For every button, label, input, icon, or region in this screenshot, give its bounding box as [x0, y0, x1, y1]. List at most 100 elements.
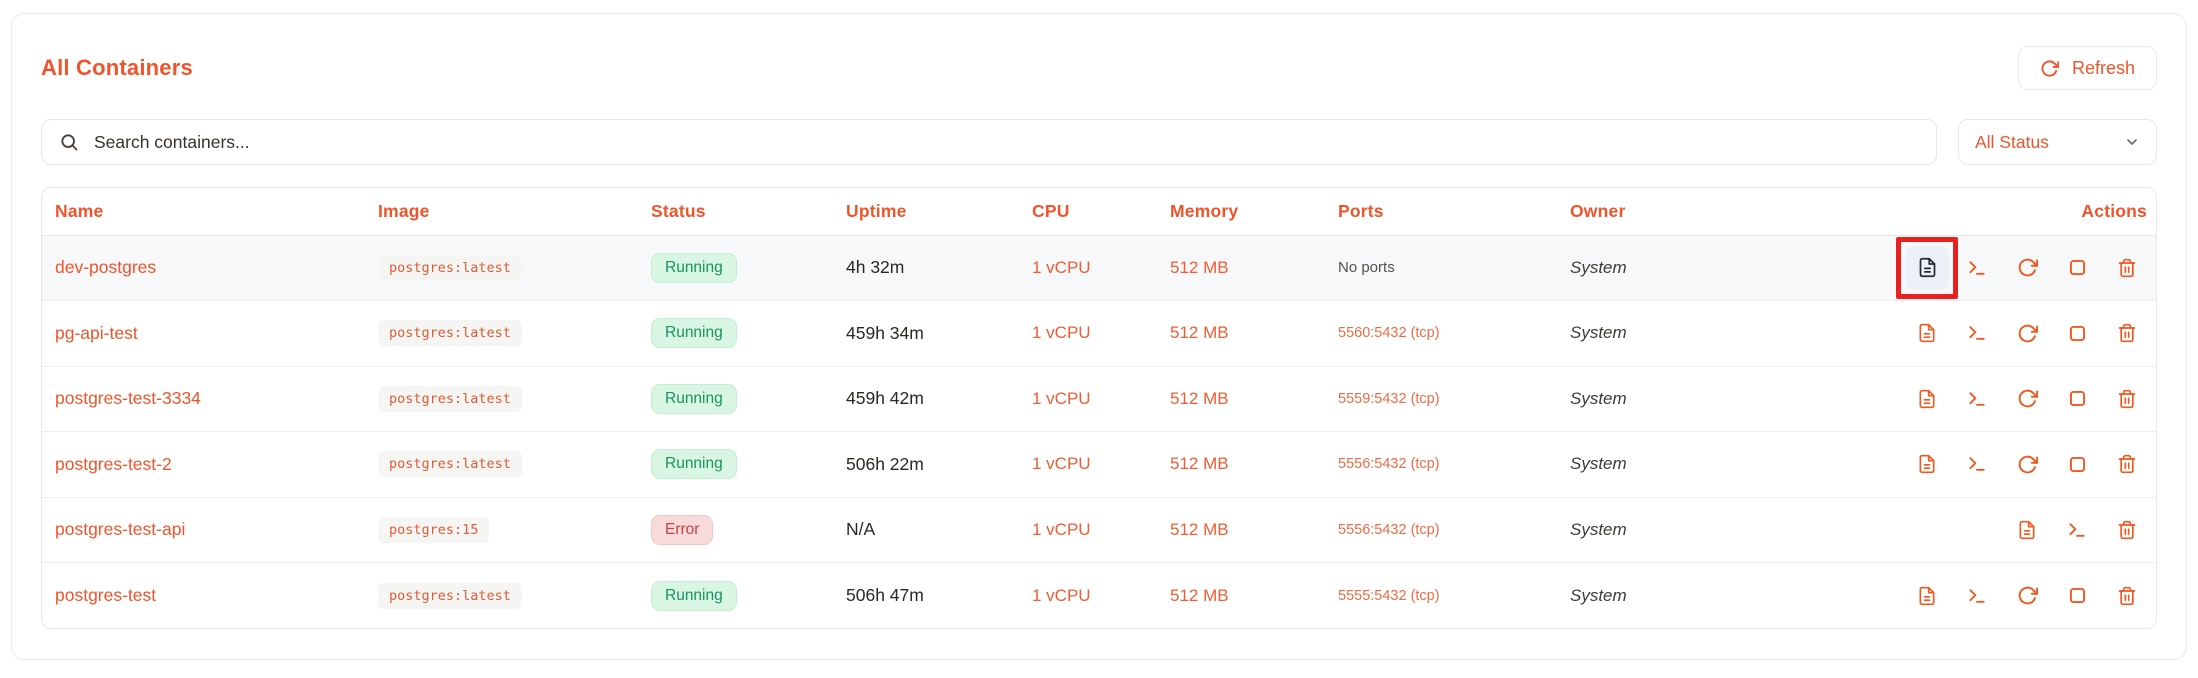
- stop-button[interactable]: [2067, 388, 2088, 409]
- stop-button[interactable]: [2067, 585, 2088, 606]
- uptime-value: 459h 42m: [846, 388, 924, 409]
- terminal-button[interactable]: [1967, 454, 1987, 474]
- delete-button[interactable]: [2117, 323, 2137, 343]
- uptime-value: N/A: [846, 519, 876, 540]
- restart-icon: [2018, 258, 2038, 277]
- restart-button[interactable]: [2017, 323, 2038, 344]
- stop-icon: [2069, 260, 2085, 276]
- container-name-link[interactable]: pg-api-test: [55, 322, 138, 343]
- delete-button[interactable]: [2117, 520, 2137, 540]
- cpu-value: 1 vCPU: [1032, 454, 1091, 474]
- refresh-button[interactable]: Refresh: [2017, 46, 2157, 90]
- stop-button[interactable]: [2067, 257, 2088, 278]
- search-input[interactable]: [92, 130, 1919, 154]
- card-header: All Containers Refresh: [41, 46, 2157, 90]
- stop-button[interactable]: [2067, 323, 2088, 344]
- logs-button[interactable]: [2017, 520, 2037, 540]
- restart-button[interactable]: [2017, 454, 2038, 475]
- table-row: pg-api-test postgres:latest Running 459h…: [42, 300, 2156, 366]
- memory-value: 512 MB: [1170, 323, 1229, 343]
- terminal-button[interactable]: [1967, 389, 1987, 409]
- restart-icon: [2018, 389, 2038, 408]
- table-row: postgres-test postgres:latest Running 50…: [42, 562, 2156, 628]
- terminal-button[interactable]: [1967, 258, 1987, 278]
- restart-button[interactable]: [2017, 257, 2038, 278]
- stop-icon: [2069, 587, 2085, 604]
- table-row: postgres-test-2 postgres:latest Running …: [42, 431, 2156, 497]
- col-header-status: Status: [635, 188, 830, 236]
- logs-button[interactable]: [1917, 389, 1937, 409]
- terminal-icon: [2069, 523, 2085, 537]
- delete-icon: [2118, 324, 2136, 343]
- memory-value: 512 MB: [1170, 257, 1229, 277]
- owner-value: System: [1570, 323, 1627, 343]
- container-name-link[interactable]: postgres-test-api: [55, 519, 186, 540]
- terminal-button[interactable]: [1967, 323, 1987, 343]
- terminal-button[interactable]: [2067, 520, 2087, 540]
- cpu-value: 1 vCPU: [1032, 257, 1091, 277]
- cpu-value: 1 vCPU: [1032, 388, 1091, 408]
- restart-icon: [2018, 455, 2038, 474]
- container-name-link[interactable]: dev-postgres: [55, 257, 157, 278]
- page-title: All Containers: [41, 55, 193, 80]
- cpu-value: 1 vCPU: [1032, 323, 1091, 343]
- memory-value: 512 MB: [1170, 519, 1229, 539]
- logs-icon: [1919, 324, 1935, 343]
- delete-button[interactable]: [2117, 258, 2137, 278]
- memory-value: 512 MB: [1170, 454, 1229, 474]
- status-badge: Running: [651, 318, 737, 349]
- col-header-uptime: Uptime: [830, 188, 1016, 236]
- logs-button[interactable]: [1917, 586, 1937, 606]
- image-badge: postgres:15: [378, 516, 490, 543]
- col-header-owner: Owner: [1554, 188, 1884, 236]
- restart-icon: [2018, 586, 2038, 605]
- owner-value: System: [1570, 388, 1627, 408]
- restart-icon: [2018, 324, 2038, 343]
- terminal-icon: [1969, 326, 1985, 340]
- delete-icon: [2118, 455, 2136, 474]
- image-badge: postgres:latest: [378, 254, 522, 281]
- chevron-down-icon: [2124, 134, 2140, 150]
- row-actions: [1900, 301, 2152, 365]
- containers-table: Name Image Status Uptime CPU Memory Port…: [41, 187, 2157, 629]
- delete-button[interactable]: [2117, 389, 2137, 409]
- status-badge: Error: [651, 514, 714, 545]
- container-name-link[interactable]: postgres-test-3334: [55, 388, 201, 409]
- status-badge: Running: [651, 449, 737, 480]
- logs-icon: [1919, 455, 1935, 474]
- restart-button[interactable]: [2017, 388, 2038, 409]
- stop-button[interactable]: [2067, 454, 2088, 475]
- uptime-value: 506h 22m: [846, 453, 924, 474]
- ports-value: 5560:5432 (tcp): [1338, 325, 1440, 342]
- row-actions: [1900, 432, 2152, 496]
- delete-button[interactable]: [2117, 586, 2137, 606]
- table-header-row: Name Image Status Uptime CPU Memory Port…: [42, 188, 2156, 236]
- uptime-value: 459h 34m: [846, 322, 924, 343]
- ports-value: 5556:5432 (tcp): [1338, 521, 1440, 538]
- stop-icon: [2069, 325, 2085, 341]
- refresh-icon: [2040, 59, 2059, 78]
- ports-value: 5555:5432 (tcp): [1338, 587, 1440, 604]
- ports-value: 5559:5432 (tcp): [1338, 390, 1440, 407]
- delete-button[interactable]: [2117, 454, 2137, 474]
- terminal-icon: [1969, 588, 1985, 603]
- logs-button[interactable]: [1917, 323, 1937, 343]
- terminal-icon: [1969, 392, 1985, 406]
- status-filter-select[interactable]: All Status: [1958, 119, 2157, 165]
- logs-button[interactable]: [1917, 454, 1937, 474]
- ports-value: No ports: [1338, 258, 1395, 276]
- cpu-value: 1 vCPU: [1032, 519, 1091, 539]
- status-filter-value: All Status: [1975, 131, 2049, 152]
- table-row: postgres-test-3334 postgres:latest Runni…: [42, 365, 2156, 432]
- logs-button[interactable]: [1905, 245, 1949, 290]
- cpu-value: 1 vCPU: [1032, 585, 1091, 605]
- container-name-link[interactable]: postgres-test: [55, 585, 157, 605]
- col-header-actions: Actions: [1884, 188, 2156, 236]
- col-header-name: Name: [42, 188, 362, 236]
- image-badge: postgres:latest: [378, 385, 522, 412]
- restart-button[interactable]: [2017, 585, 2038, 606]
- terminal-button[interactable]: [1967, 586, 1987, 606]
- status-badge: Running: [651, 580, 737, 611]
- col-header-memory: Memory: [1154, 188, 1322, 236]
- container-name-link[interactable]: postgres-test-2: [55, 453, 172, 474]
